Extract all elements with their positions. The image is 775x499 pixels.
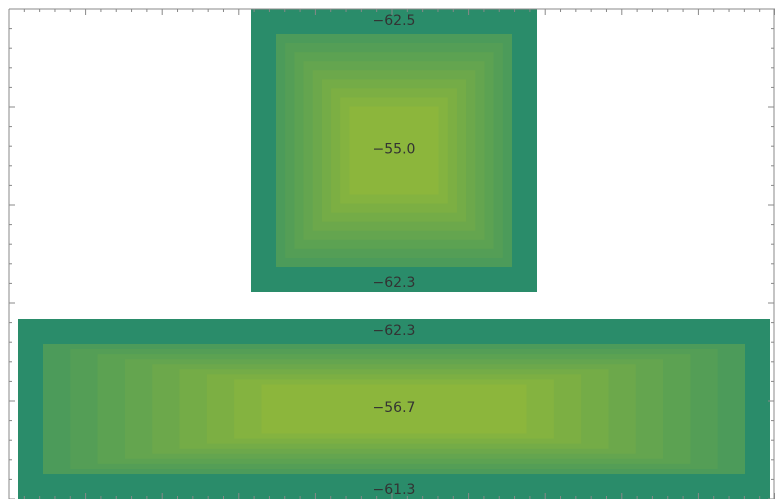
regions-layer xyxy=(18,9,770,499)
heat-cell-band xyxy=(261,384,527,434)
value-label-upper-bottom: −62.3 xyxy=(373,275,416,291)
value-label-lower-top: −62.3 xyxy=(373,323,416,339)
value-label-lower-center: −56.7 xyxy=(373,400,416,416)
value-label-lower-bottom: −61.3 xyxy=(373,482,416,498)
heat-cell-band xyxy=(349,106,439,195)
value-label-upper-top: −62.5 xyxy=(373,13,416,29)
value-labels: −62.5 −55.0 −62.3 −62.3 −56.7 −61.3 xyxy=(373,13,416,498)
region-lower xyxy=(18,319,770,499)
value-label-upper-center: −55.0 xyxy=(373,142,416,158)
region-upper xyxy=(251,9,537,292)
plot-frame xyxy=(8,8,775,499)
